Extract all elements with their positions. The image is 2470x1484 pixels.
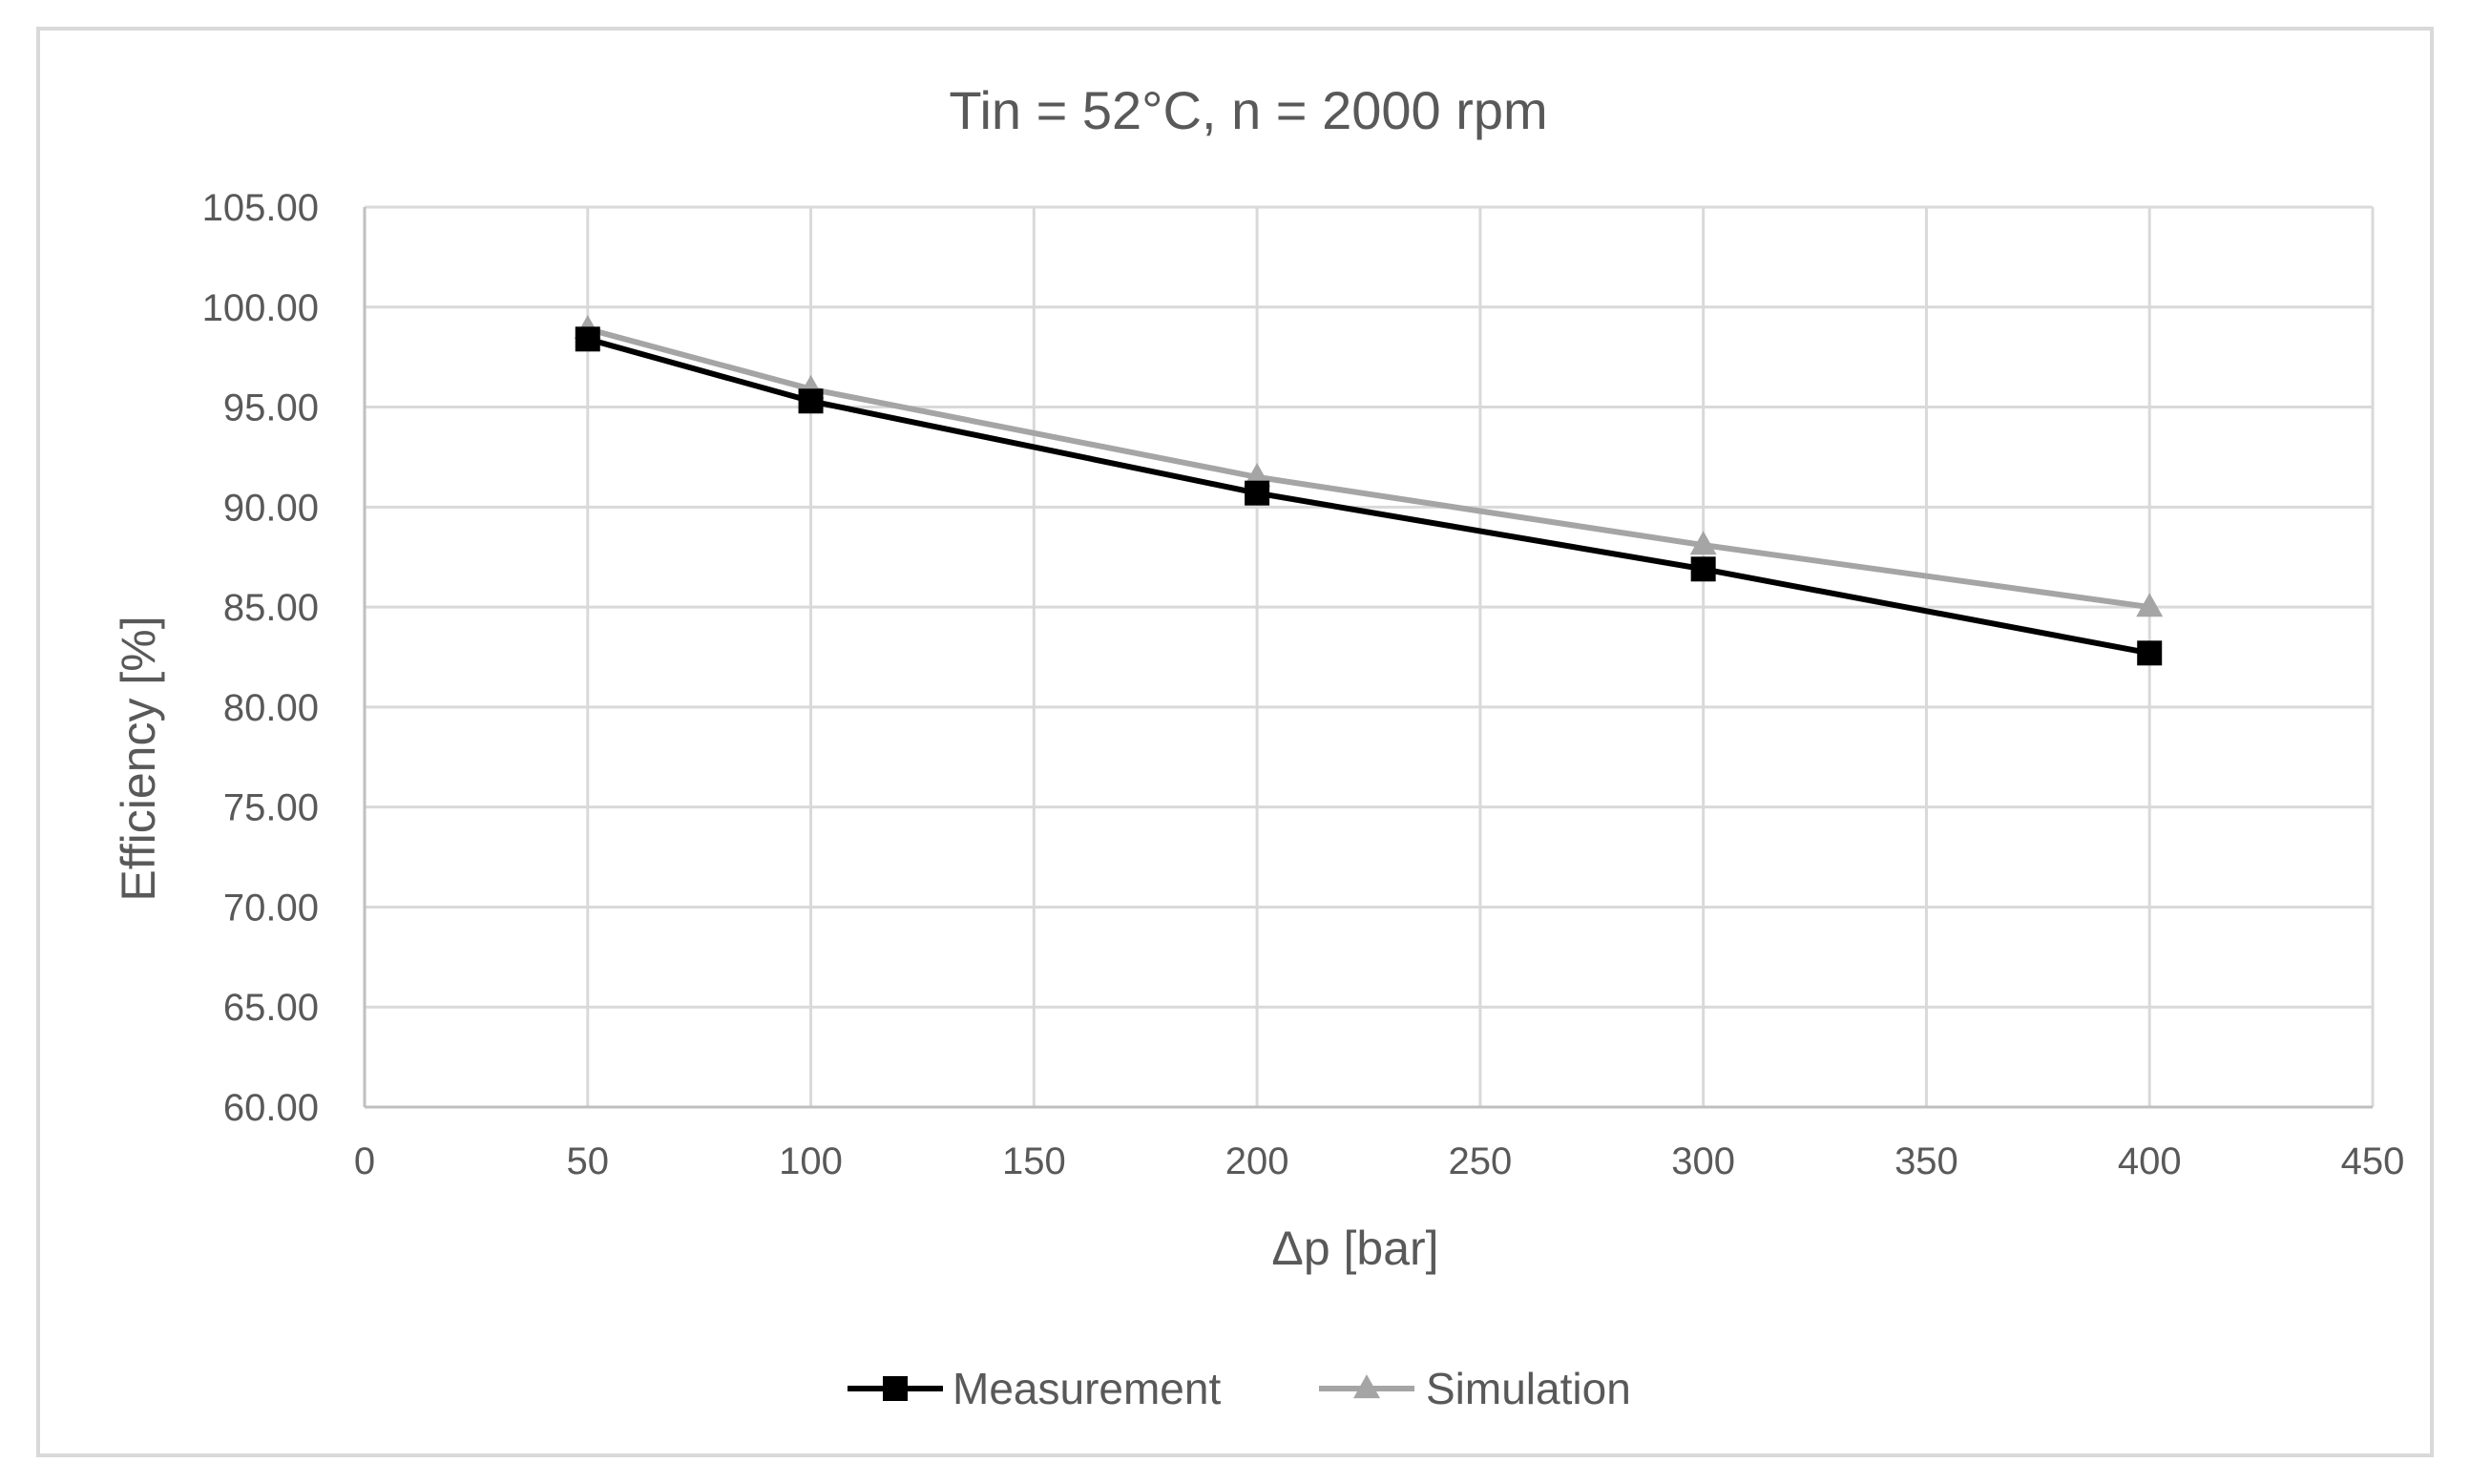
legend-marker — [883, 1376, 908, 1401]
grid-layer — [365, 205, 2375, 1107]
legend-item-measurement: Measurement — [848, 1364, 1221, 1413]
legend: Measurement Simulation — [848, 1364, 1631, 1413]
x-tick-label: 400 — [2118, 1140, 2182, 1182]
legend-item-simulation: Simulation — [1319, 1364, 1631, 1413]
y-tick-label: 105.00 — [202, 187, 319, 229]
x-tick-label: 100 — [779, 1140, 843, 1182]
y-tick-label: 95.00 — [223, 387, 319, 429]
series-layer — [574, 314, 2164, 666]
data-point — [2136, 593, 2164, 617]
y-axis-title: Efficiency [%] — [112, 616, 165, 901]
y-tick-label: 60.00 — [223, 1087, 319, 1129]
data-point — [1245, 480, 1270, 506]
data-point — [1690, 556, 1716, 582]
tick-label-layer: 60.00 65.00 70.00 75.00 80.00 85.00 90.00 95.00… — [202, 187, 2405, 1182]
legend-marker — [1353, 1374, 1380, 1399]
x-tick-label: 50 — [567, 1140, 610, 1182]
data-point — [1689, 531, 1717, 555]
data-point — [798, 388, 824, 414]
chart-frame — [36, 27, 2434, 1457]
x-tick-label: 250 — [1449, 1140, 1513, 1182]
x-tick-label: 450 — [2341, 1140, 2405, 1182]
x-tick-label: 300 — [1671, 1140, 1735, 1182]
legend-label: Simulation — [1426, 1364, 1631, 1413]
legend-label: Measurement — [952, 1364, 1221, 1413]
y-tick-label: 80.00 — [223, 687, 319, 729]
data-point — [575, 326, 600, 352]
series-simulation — [574, 314, 2164, 617]
axis-layer — [363, 207, 2373, 1109]
x-tick-label: 150 — [1002, 1140, 1066, 1182]
x-tick-label: 200 — [1225, 1140, 1289, 1182]
chart-title: Tin = 52°C, n = 2000 rpm — [949, 80, 1547, 140]
y-tick-label: 90.00 — [223, 487, 319, 529]
y-tick-label: 100.00 — [202, 287, 319, 329]
x-tick-label: 0 — [354, 1140, 375, 1182]
series-measurement — [575, 326, 2163, 666]
y-tick-label: 65.00 — [223, 987, 319, 1029]
x-axis-title: Δp [bar] — [1271, 1222, 1438, 1275]
y-tick-label: 70.00 — [223, 887, 319, 929]
x-tick-label: 350 — [1894, 1140, 1958, 1182]
y-tick-label: 85.00 — [223, 587, 319, 629]
data-point — [2137, 640, 2163, 666]
y-tick-label: 75.00 — [223, 787, 319, 829]
